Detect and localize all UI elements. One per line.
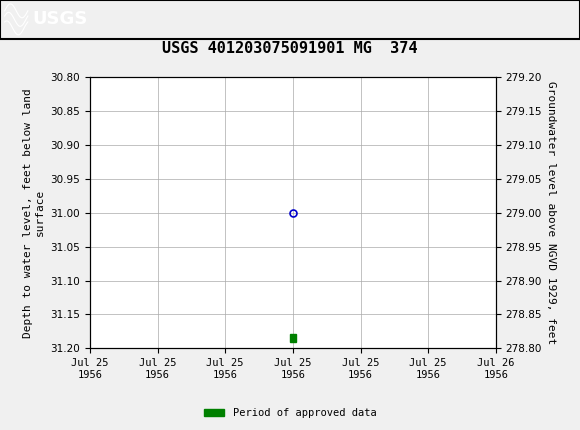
Y-axis label: Depth to water level, feet below land
surface: Depth to water level, feet below land su… <box>23 88 45 338</box>
Legend: Period of approved data: Period of approved data <box>200 404 380 423</box>
Text: USGS: USGS <box>32 10 87 28</box>
Bar <box>290 334 296 342</box>
Text: USGS 401203075091901 MG  374: USGS 401203075091901 MG 374 <box>162 41 418 56</box>
Y-axis label: Groundwater level above NGVD 1929, feet: Groundwater level above NGVD 1929, feet <box>546 81 556 344</box>
